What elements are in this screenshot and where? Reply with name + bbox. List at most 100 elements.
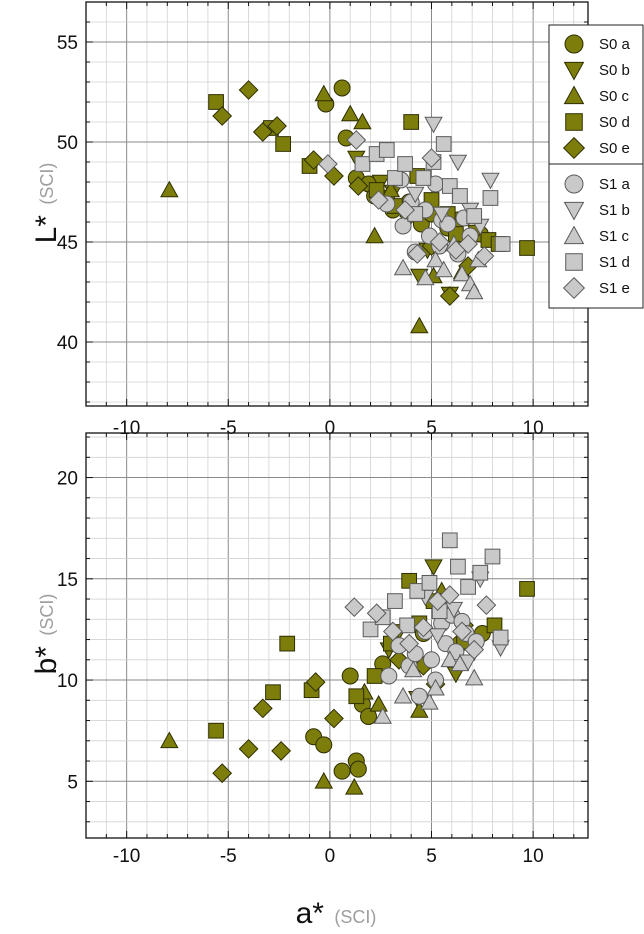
data-point [424, 559, 443, 577]
data-point [481, 172, 500, 190]
legend-label: S0 d [599, 114, 630, 131]
legend-item-s0-b: S0 b [563, 61, 630, 81]
x-tick-label: 0 [325, 846, 336, 867]
x-axis-unit-label: (SCI) [334, 907, 376, 927]
data-point [368, 190, 389, 210]
data-point [366, 668, 383, 684]
data-point [410, 316, 429, 334]
legend-item-s1-e: S1 e [562, 276, 630, 300]
legend-item-s0-e: S0 e [562, 136, 630, 160]
y-axis-unit-label: (SCI) [37, 163, 57, 205]
data-point [415, 170, 432, 186]
data-point [399, 633, 420, 654]
data-point [450, 654, 470, 672]
data-point [432, 206, 451, 224]
data-point [416, 268, 435, 286]
data-point [403, 660, 423, 678]
y-tick-label: 20 [57, 469, 78, 490]
y-axis-main-label: L* [30, 215, 63, 244]
x-tick-label: 10 [523, 846, 544, 867]
data-point [212, 106, 233, 126]
data-point [519, 240, 535, 256]
legend-item-s1-a: S1 a [564, 174, 631, 194]
data-point [387, 170, 403, 186]
x-tick-label: -5 [220, 846, 237, 867]
data-point [403, 114, 420, 130]
legend-marker [563, 61, 585, 81]
data-point [472, 564, 489, 581]
legend-label: S1 a [599, 176, 631, 193]
data-point [407, 244, 428, 264]
data-point [429, 232, 450, 252]
legend-label: S1 e [599, 280, 630, 297]
legend-marker [564, 174, 584, 194]
data-point [435, 136, 452, 152]
legend-item-s1-d: S1 d [565, 253, 630, 271]
data-point [421, 148, 442, 168]
data-point [439, 286, 460, 306]
data-points [160, 532, 535, 795]
series-s0-e [212, 615, 474, 784]
data-point [420, 692, 439, 710]
data-point [212, 763, 233, 784]
data-point [405, 186, 425, 204]
y-tick-label: 10 [57, 671, 78, 692]
data-point [413, 617, 434, 638]
ticks [85, 433, 588, 838]
data-point [399, 617, 415, 634]
data-point [365, 226, 384, 244]
data-point [208, 94, 224, 110]
data-point [340, 104, 360, 122]
legend-marker [562, 276, 586, 300]
data-point [315, 736, 333, 754]
series-s0-c [160, 581, 451, 795]
data-point [324, 708, 344, 729]
data-point [460, 579, 476, 595]
y-tick-label: 50 [57, 133, 78, 154]
y-tick-label: 40 [57, 333, 78, 354]
data-point [348, 688, 365, 705]
legend-item-s1-b: S1 b [563, 201, 630, 221]
data-point [393, 258, 413, 276]
data-point [252, 698, 273, 719]
data-point [424, 116, 443, 134]
data-point [482, 190, 499, 206]
data-point [474, 246, 495, 266]
legend-marker [563, 201, 585, 221]
data-point [409, 583, 426, 599]
legend-label: S1 d [599, 254, 630, 271]
data-point [314, 84, 334, 102]
data-point [452, 621, 472, 642]
data-point [494, 236, 511, 252]
data-point [444, 601, 464, 619]
data-point [464, 639, 485, 660]
grid [85, 1, 588, 406]
data-point [476, 595, 497, 616]
svg-text:L* (SCI): L* (SCI) [30, 163, 63, 244]
data-point [378, 142, 395, 158]
legend-label: S1 c [599, 228, 630, 245]
data-point [208, 722, 224, 739]
svg-text:a* (SCI): a* (SCI) [296, 897, 377, 930]
data-point [428, 628, 447, 645]
data-point [492, 629, 509, 646]
data-point [362, 621, 379, 638]
legend-label: S0 c [599, 88, 630, 105]
x-tick-label: 5 [426, 846, 437, 867]
legend-item-s0-a: S0 a [564, 34, 631, 54]
data-point [314, 771, 334, 789]
x-tick-label: 0 [325, 418, 336, 439]
data-point [303, 150, 324, 170]
series-s1-e [317, 130, 495, 266]
y-tick-label: 15 [57, 570, 78, 591]
data-point [519, 581, 535, 597]
data-point [317, 154, 338, 174]
data-point [458, 234, 478, 254]
data-point [464, 668, 484, 686]
data-point [341, 667, 359, 685]
data-point [348, 176, 369, 196]
data-point [279, 635, 296, 652]
data-point [439, 215, 457, 233]
data-point [387, 593, 403, 609]
